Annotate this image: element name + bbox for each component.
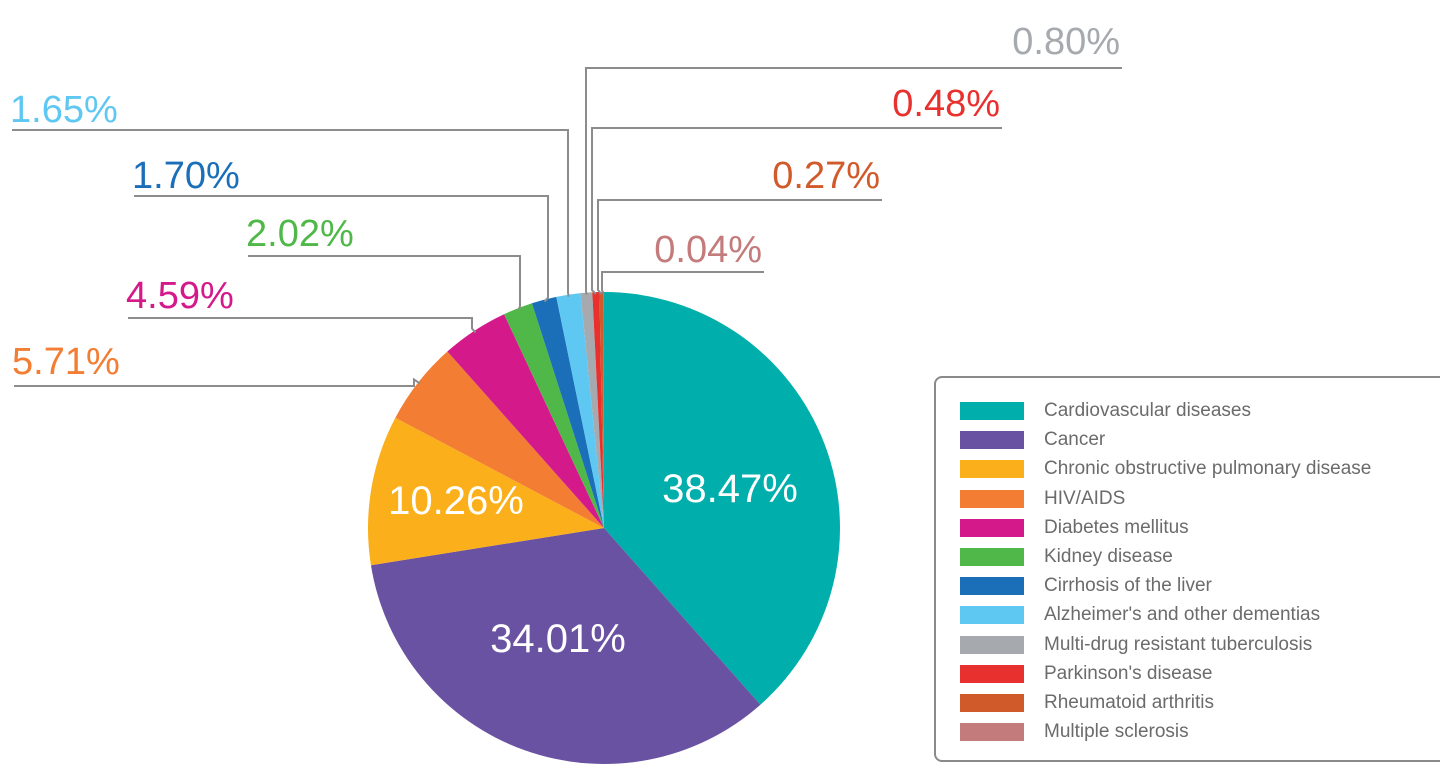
legend-swatch [960, 664, 1024, 683]
leader-diabetes-mellitus [128, 317, 477, 334]
callout-label-multi-drug-resistant-tuberculosis: 0.80% [1012, 21, 1120, 63]
legend-item-hiv-aids: HIV/AIDS [960, 488, 1125, 510]
leader-alzheimer-s-and-other-dementias [12, 129, 570, 297]
pie-slices [367, 291, 840, 764]
legend-item-kidney-disease: Kidney disease [960, 546, 1173, 568]
slice-parkinson-s-disease [592, 292, 604, 528]
leader-rheumatoid-arthritis [597, 199, 882, 295]
slice-cardiovascular-diseases [604, 292, 840, 705]
callout-label-parkinson-s-disease: 0.48% [892, 83, 1000, 125]
callout-label-hiv-aids: 5.71% [12, 341, 120, 383]
legend-item-multi-drug-resistant-tuberculosis: Multi-drug resistant tuberculosis [960, 634, 1312, 656]
slice-cirrhosis-of-the-liver [531, 296, 604, 528]
slice-chronic-obstructive-pulmonary-disease [367, 417, 604, 566]
legend-label: Parkinson's disease [1044, 662, 1213, 684]
legend-swatch [960, 402, 1024, 420]
slice-rheumatoid-arthritis [599, 292, 604, 528]
callout-label-cirrhosis-of-the-liver: 1.70% [132, 155, 240, 197]
slice-diabetes-mellitus [447, 314, 604, 528]
legend-label: Multiple sclerosis [1044, 721, 1189, 743]
legend-label: Kidney disease [1044, 546, 1173, 567]
legend-label: HIV/AIDS [1044, 487, 1126, 509]
slice-kidney-disease [504, 303, 604, 528]
legend-label: Diabetes mellitus [1044, 516, 1189, 538]
callout-label-kidney-disease: 2.02% [246, 213, 354, 255]
legend-item-alzheimer-s-and-other-dementias: Alzheimer's and other dementias [960, 604, 1320, 626]
legend-label: Multi-drug resistant tuberculosis [1044, 633, 1313, 655]
slice-labels: 38.47% 34.01% 10.26% 5.71%4.59% 2.02%1.70% 1.… [10, 21, 1120, 661]
legend-label: Cancer [1044, 429, 1106, 451]
legend-item-diabetes-mellitus: Diabetes mellitus [960, 517, 1189, 539]
legend-swatch [960, 694, 1024, 712]
legend-label: Cirrhosis of the liver [1044, 575, 1212, 597]
legend-item-multiple-sclerosis: Multiple sclerosis [960, 721, 1189, 743]
legend-label: Cardiovascular diseases [1044, 400, 1251, 421]
legend-swatch [960, 518, 1024, 537]
legend-item-chronic-obstructive-pulmonary-disease: Chronic obstructive pulmonary disease [960, 458, 1371, 480]
slice-alzheimer-s-and-other-dementias [556, 293, 604, 528]
legend-item-rheumatoid-arthritis: Rheumatoid arthritis [960, 692, 1214, 714]
slice-multi-drug-resistant-tuberculosis [580, 292, 604, 528]
legend-label: Chronic obstructive pulmonary disease [1044, 458, 1372, 480]
callout-label-rheumatoid-arthritis: 0.27% [772, 155, 880, 197]
legend-label: Alzheimer's and other dementias [1044, 604, 1321, 626]
callout-label-multiple-sclerosis: 0.04% [654, 229, 762, 271]
legend-item-parkinson-s-disease: Parkinson's disease [960, 663, 1212, 685]
slice-hiv-aids [395, 351, 604, 528]
callout-leaders [12, 67, 1122, 387]
legend-swatch [960, 548, 1024, 566]
leader-kidney-disease [248, 255, 521, 311]
legend-item-cirrhosis-of-the-liver: Cirrhosis of the liver [960, 575, 1212, 597]
slice-label-chronic-obstructive-pulmonary-disease: 10.26% [388, 479, 524, 523]
legend-swatch [960, 577, 1024, 596]
callout-label-alzheimer-s-and-other-dementias: 1.65% [10, 89, 118, 131]
legend-label: Rheumatoid arthritis [1044, 692, 1215, 713]
legend-swatch [960, 460, 1024, 479]
callout-label-diabetes-mellitus: 4.59% [126, 275, 234, 317]
leader-cirrhosis-of-the-liver [134, 195, 549, 303]
leader-parkinson-s-disease [591, 127, 1002, 295]
legend-swatch [960, 635, 1024, 654]
legend-item-cardiovascular-diseases: Cardiovascular diseases [960, 400, 1251, 422]
slice-cancer [370, 528, 761, 764]
leader-hiv-aids [14, 377, 421, 387]
legend-swatch [960, 723, 1024, 742]
slice-label-cardiovascular-diseases: 38.47% [662, 467, 798, 511]
legend-swatch [960, 431, 1024, 450]
leader-multi-drug-resistant-tuberculosis [585, 67, 1122, 295]
legend: Cardiovascular diseases Cancer Chronic obs… [934, 376, 1440, 762]
legend-swatch [960, 489, 1024, 508]
legend-swatch [960, 606, 1024, 625]
slice-multiple-sclerosis [603, 291, 604, 528]
slice-label-cancer: 34.01% [490, 617, 626, 661]
legend-item-cancer: Cancer [960, 429, 1105, 451]
leader-multiple-sclerosis [601, 271, 764, 295]
